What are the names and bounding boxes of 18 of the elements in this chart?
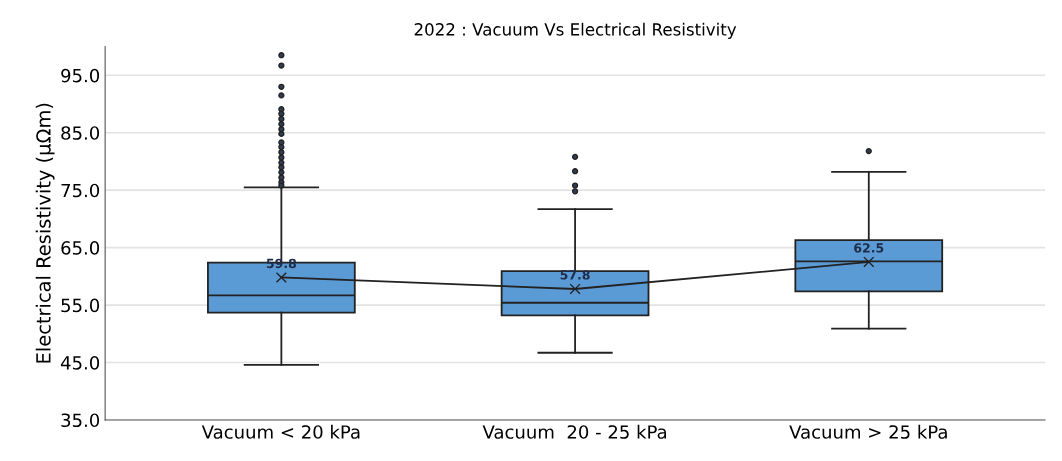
y-tick-label: 75.0	[61, 183, 100, 198]
y-axis-title: Electrical Resistivity (µΩm)	[35, 103, 55, 363]
y-tick-label: 95.0	[61, 68, 100, 83]
point	[863, 256, 875, 268]
point	[275, 271, 287, 284]
y-tick-label: 45.0	[60, 355, 100, 370]
y-tick-label: 85.0	[61, 126, 100, 140]
chart-title: 2022 : Vacuum Vs Electrical Resistivity	[414, 22, 737, 39]
x-tick-label: Vacuum < 20 kPa	[201, 424, 360, 439]
x-tick-label: Vacuum > 25 kPa	[789, 424, 947, 439]
point	[569, 283, 581, 295]
y-tick-label: 65.0	[61, 241, 100, 255]
data-label: 62.5	[854, 243, 884, 253]
x-tick-label: Vacuum 20 - 25 kPa	[482, 424, 667, 439]
data-label: 59.8	[266, 258, 297, 269]
y-tick-label: 35.0	[61, 413, 100, 428]
y-tick-label: 55.0	[61, 298, 100, 313]
data-label: 57.8	[560, 270, 590, 280]
